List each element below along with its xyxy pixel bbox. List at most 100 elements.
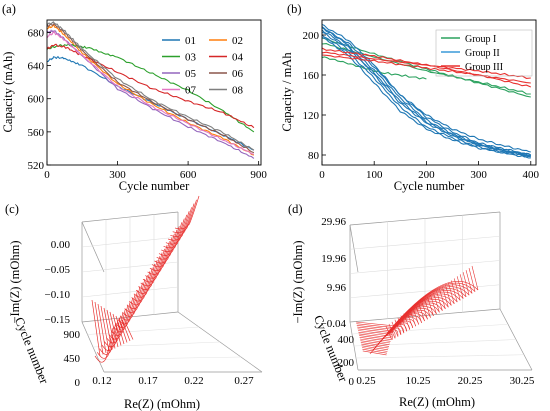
panel-d-curve <box>394 319 402 335</box>
panel-c-curve <box>112 313 122 346</box>
panel-c-curve <box>121 319 131 342</box>
panel-d-surface <box>355 265 479 356</box>
panel-d-curve <box>356 325 395 330</box>
panel-b-series-line-5 <box>321 26 531 157</box>
panel-c-curve <box>135 260 158 294</box>
panel-c-grid-line <box>98 356 242 360</box>
panel-c-curve <box>126 275 148 310</box>
panel-c-box <box>81 211 263 373</box>
panel-b-series-line-11 <box>321 47 532 88</box>
panel-a-legend-label: 04 <box>232 52 244 64</box>
panel-b-legend-box <box>435 29 533 77</box>
panel-a-legend: 01 02 03 04 05 06 07 08 <box>162 35 244 97</box>
panel-c-curve <box>115 315 125 345</box>
panel-c-curve <box>97 324 116 359</box>
panel-c-ztick-label: 0 <box>75 377 81 389</box>
panel-c-xtick-label: 0.27 <box>234 375 254 387</box>
panel-c-ylabel: −Im(Z) (mOhm) <box>8 240 22 323</box>
panel-c-curve <box>124 321 134 340</box>
panel-c-curve <box>97 303 107 354</box>
panel-d-curve <box>462 272 470 296</box>
panel-b-series <box>321 23 532 159</box>
panel-b-series-line-13 <box>321 51 531 79</box>
panel-c-label: (c) <box>5 202 19 216</box>
panel-d-curve <box>394 281 479 325</box>
panel-d-curve <box>361 347 388 352</box>
panel-a-xtick-label: 900 <box>250 169 267 181</box>
panel-a-legend-label: 03 <box>185 52 197 64</box>
panel-b-ytick-label: 160 <box>303 70 320 82</box>
panel-b-legend-label: Group III <box>465 62 503 73</box>
panel-d-grid-line <box>353 339 517 347</box>
panel-a-ytick-label: 520 <box>28 160 45 172</box>
panel-c-curve <box>94 327 114 363</box>
panel-d-curve <box>357 326 394 332</box>
panel-a-series-line-1 <box>46 55 255 151</box>
panel-d: (d) 0.25 10.25 20.25 30.25 29.96 19.96 9.96 −0.… <box>288 202 535 409</box>
panel-d-curve <box>356 323 395 328</box>
panel-b: (b) 0 100 200 300 400 80 120 160 200 Cycle numb… <box>280 2 540 193</box>
panel-a-legend-label: 02 <box>232 35 243 47</box>
panel-c-curve <box>129 271 151 306</box>
panel-c-curve <box>161 218 185 252</box>
panel-c-xlabel: Re(Z) (mOhm) <box>124 397 200 411</box>
panel-c-curve <box>118 317 128 343</box>
panel-d-ztick-label: 200 <box>338 357 355 369</box>
panel-d-ztick-label: 0 <box>349 376 355 388</box>
panel-c-box-edge <box>81 221 105 273</box>
panel-b-legend-label: Group II <box>465 48 500 59</box>
panel-c-curve <box>91 299 101 357</box>
panel-a-series-line-8 <box>46 21 255 151</box>
panel-c-ytick-label: −0.15 <box>45 314 71 326</box>
panel-d-curve <box>359 337 391 342</box>
panel-d-ytick-label: 9.96 <box>327 282 347 294</box>
panel-c-curve <box>154 229 178 264</box>
panel-b-xlabel: Cycle number <box>394 179 465 193</box>
panel-d-grid-line <box>351 323 509 335</box>
panel-d-curve <box>456 276 464 299</box>
panel-b-legend: Group I Group II Group III <box>435 29 533 77</box>
panel-c-xtick-label: 0.22 <box>184 375 203 387</box>
panel-a-legend-label: 06 <box>232 68 244 80</box>
panel-d-ytick-label: 19.96 <box>321 253 346 265</box>
panel-d-curve <box>362 350 387 356</box>
panel-d-curve <box>453 278 461 301</box>
panel-a-xlabel: Cycle number <box>119 179 190 193</box>
panel-c-curve <box>124 278 146 313</box>
panel-b-ytick-label: 200 <box>303 30 320 42</box>
panel-d-curve <box>465 270 473 294</box>
panel-d-box-edge <box>349 224 359 273</box>
panel-a-legend-label: 08 <box>232 85 244 97</box>
panel-c-curve <box>165 210 190 245</box>
panel-d-xlabel: Re(Z) (mOhm) <box>399 395 475 409</box>
panel-c-curve <box>172 199 197 234</box>
panel-c-curve <box>133 263 156 298</box>
panel-c-curve <box>140 252 163 287</box>
panel-c-curve <box>119 286 141 321</box>
panel-a-legend-label: 07 <box>185 85 197 97</box>
panel-c-ytick-label: −0.10 <box>45 289 71 301</box>
panel-c-grid-line <box>81 236 179 248</box>
panel-b-legend-label: Group I <box>465 34 496 45</box>
panel-c-curve <box>158 222 183 256</box>
panel-c-curve <box>103 307 113 351</box>
panel-d-curve <box>358 333 392 339</box>
panel-d-grid-line <box>355 354 525 359</box>
panel-c-curve <box>94 301 104 355</box>
panel-d-xtick-label: 10.25 <box>406 375 431 387</box>
panel-a-legend-label: 01 <box>185 35 196 47</box>
panel-b-xtick-label: 100 <box>366 169 383 181</box>
panel-a-ytick-label: 680 <box>28 27 45 39</box>
panel-c-xtick-label: 0.17 <box>138 375 158 387</box>
panel-d-ytick-label: 29.96 <box>321 216 346 228</box>
panel-c-curve <box>149 237 173 271</box>
panel-c-ytick-label: −0.05 <box>45 264 71 276</box>
panel-c-curve <box>163 214 188 249</box>
panel-a-series-line-4 <box>46 43 255 129</box>
panel-d-curve <box>471 265 479 291</box>
panel-a-ytick-label: 640 <box>28 61 45 73</box>
panel-a-series-line-2 <box>46 24 255 156</box>
panel-a-label: (a) <box>2 2 16 16</box>
panel-d-grid-line <box>349 235 501 250</box>
panel-b-xtick-label: 0 <box>319 169 325 181</box>
